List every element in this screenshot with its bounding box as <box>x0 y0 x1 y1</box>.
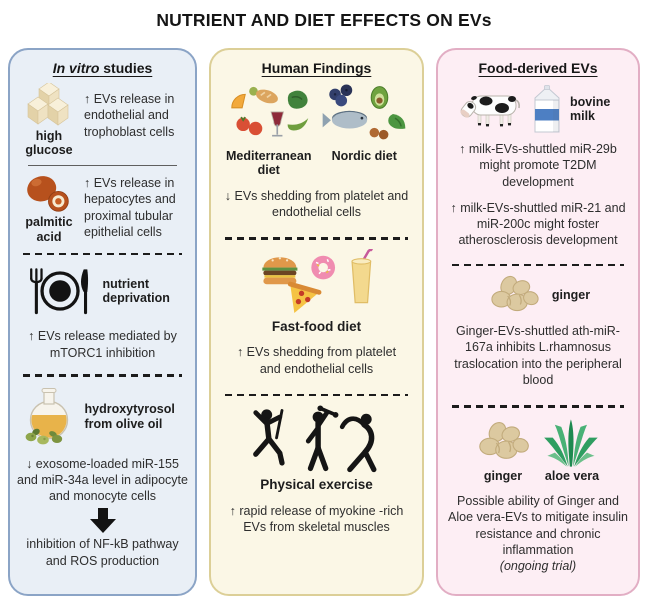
down-arrow-icon <box>89 508 116 534</box>
fast-food-icon <box>261 248 373 313</box>
plate-cutlery-icon <box>29 268 88 315</box>
dashed-separator <box>224 393 409 397</box>
cow-icon <box>460 95 520 127</box>
bovine-milk-row: bovine milk <box>446 83 630 135</box>
aloe-vera-group: aloe vera <box>542 417 602 483</box>
nordic-diet-label: Nordic diet <box>331 149 397 163</box>
ginger-row: ginger <box>446 275 630 315</box>
olive-oil-flask-icon <box>25 387 68 444</box>
ginger-label: ginger <box>551 287 591 302</box>
in-vitro-header-rest: studies <box>99 60 153 76</box>
nutrient-deprivation-row: nutrient deprivation <box>18 264 187 318</box>
sugar-cubes-icon <box>27 83 69 126</box>
palmitic-acid-text: ↑ EVs release in hepatocytes and proxima… <box>84 176 176 239</box>
exercise-figures-icon <box>252 405 376 473</box>
in-vitro-header: In vitro studies <box>53 60 153 76</box>
dashed-separator <box>224 237 409 240</box>
palm-fruit-icon <box>27 176 69 212</box>
high-glucose-text: ↑ EVs release in endothelial and trophob… <box>84 92 175 139</box>
dashed-separator <box>23 373 182 377</box>
solid-separator <box>28 164 177 167</box>
aloe-vera-icon <box>544 419 598 467</box>
diets-effect-text: ↓ EVs shedding from platelet and endothe… <box>224 188 409 219</box>
hydroxytyrosol-text: ↓ exosome-loaded miR-155 and miR-34a lev… <box>17 456 188 504</box>
hydroxytyrosol-label: hydroxytyrosol from olive oil <box>84 402 175 431</box>
milk-carton-icon <box>534 85 560 133</box>
fast-food-effect-text: ↑ EVs shedding from platelet and endothe… <box>236 345 397 376</box>
dashed-separator <box>23 252 182 256</box>
ginger-effect-text: Ginger-EVs-shuttled ath-miR-167a inhibit… <box>454 324 622 387</box>
palmitic-acid-label: palmitic acid <box>25 215 73 244</box>
nutrient-deprivation-text: ↑ EVs release mediated by mTORC1 inhibit… <box>28 329 177 360</box>
fast-food-diet-label: Fast-food diet <box>271 318 362 334</box>
nutrient-deprivation-label: nutrient deprivation <box>102 277 170 306</box>
ginger-root-icon <box>479 421 529 459</box>
figure-title: NUTRIENT AND DIET EFFECTS ON EVs <box>156 10 492 30</box>
physical-exercise-label: Physical exercise <box>260 477 373 493</box>
milk-mir29b-text: ↑ milk-EVs-shuttled miR-29b might promot… <box>459 142 617 189</box>
panel-human-findings: Human Findings <box>209 48 424 596</box>
ginger-label-2: ginger <box>483 468 523 483</box>
mediterranean-foods-icon <box>231 86 309 137</box>
ginger-group: ginger <box>474 421 532 483</box>
exercise-effect-text: ↑ rapid release of myokine -rich EVs fro… <box>229 503 404 535</box>
hydroxytyrosol-row: hydroxytyrosol from olive oil <box>18 386 187 448</box>
ginger-aloe-text: Possible ability of Ginger and Aloe vera… <box>448 494 628 557</box>
food-derived-header: Food-derived EVs <box>478 60 598 76</box>
milk-mir21-text: ↑ milk-EVs-shuttled miR-21 and miR-200c … <box>450 200 626 248</box>
mediterranean-diet-label: Mediterranean diet <box>226 149 312 178</box>
ongoing-trial-note: (ongoing trial) <box>499 559 577 574</box>
aloe-vera-label: aloe vera <box>544 468 600 483</box>
panel-food-derived-evs: Food-derived EVs <box>436 48 640 596</box>
dashed-separator <box>451 405 625 408</box>
panel-in-vitro-studies: In vitro studies <box>8 48 197 596</box>
ginger-root-icon <box>491 276 539 312</box>
high-glucose-row: high glucose ↑ EVs release in endothelia… <box>18 83 187 158</box>
in-vitro-header-italic: In vitro <box>52 60 100 76</box>
bovine-milk-label: bovine milk <box>570 94 611 123</box>
ginger-aloe-row: ginger aloe vera <box>446 417 630 483</box>
panel-container: In vitro studies <box>8 48 640 596</box>
hydroxytyrosol-result-text: inhibition of NF-kB pathway and ROS prod… <box>26 537 179 568</box>
diet-icons-row: Mediterranean diet <box>219 83 414 178</box>
human-findings-header: Human Findings <box>261 60 372 76</box>
nordic-foods-icon <box>322 84 406 140</box>
high-glucose-label: high glucose <box>25 129 73 158</box>
dashed-separator <box>451 263 625 267</box>
palmitic-acid-row: palmitic acid ↑ EVs release in hepatocyt… <box>18 173 187 244</box>
nordic-diet-group: Nordic diet <box>317 83 413 178</box>
mediterranean-diet-group: Mediterranean diet <box>221 83 317 178</box>
